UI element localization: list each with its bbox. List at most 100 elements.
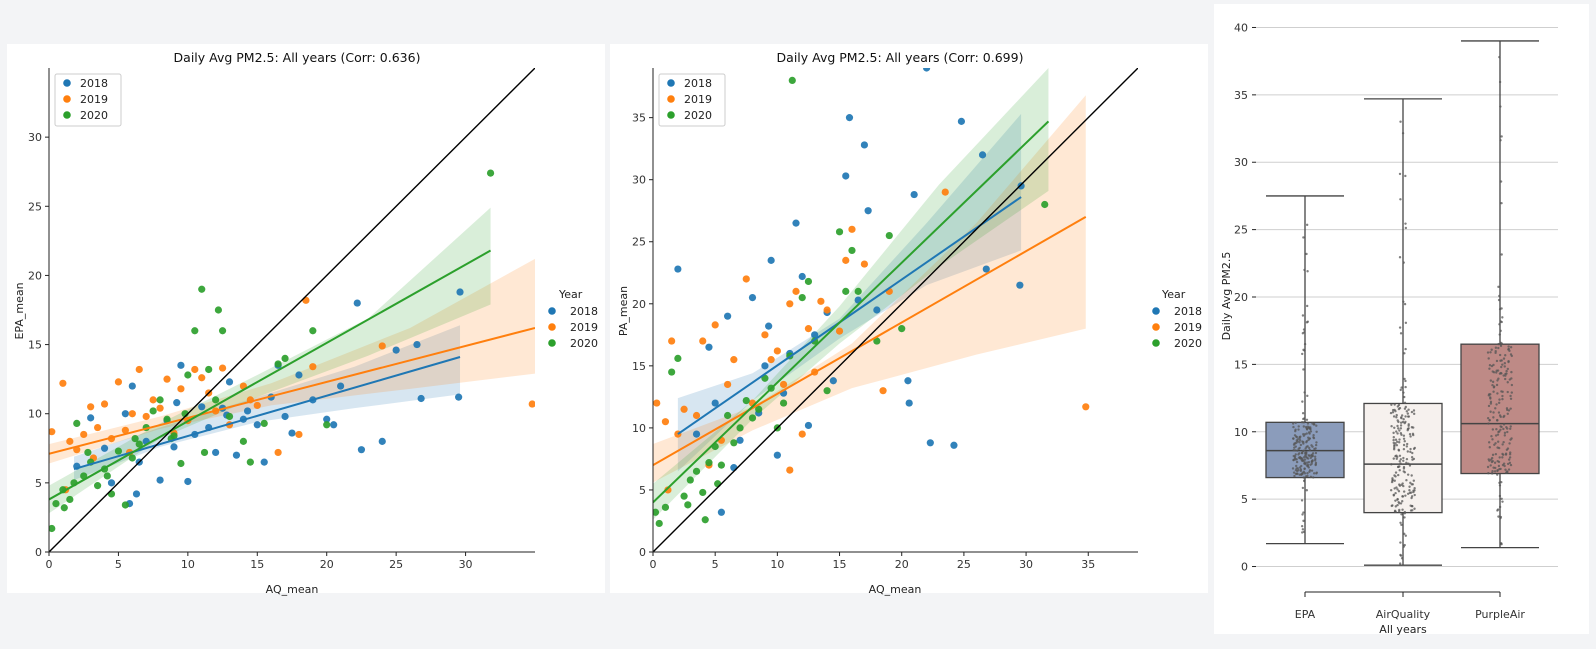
- swarm-point: [1306, 394, 1309, 398]
- swarm-point: [1402, 300, 1405, 303]
- swarm-point: [1294, 472, 1298, 476]
- swarm-point: [1292, 425, 1295, 429]
- swarm-point: [1296, 438, 1300, 441]
- legend: 2018 2019 2020: [658, 73, 726, 127]
- swarm-point: [1402, 490, 1406, 493]
- swarm-point: [1497, 460, 1501, 464]
- swarm-point: [1493, 470, 1497, 473]
- swarm-point: [1498, 481, 1501, 485]
- swarm-point: [1396, 503, 1399, 507]
- scatter-point-2020: [309, 327, 317, 335]
- swarm-point: [1505, 372, 1508, 375]
- swarm-point: [1402, 467, 1406, 470]
- swarm-point: [1502, 357, 1506, 360]
- legend-swatch-2019: [63, 95, 71, 103]
- swarm-point: [1510, 377, 1513, 380]
- scatter-point-2018: [184, 477, 192, 486]
- swarm-point: [1399, 388, 1402, 392]
- swarm-point: [1491, 428, 1495, 431]
- swarm-point: [1295, 435, 1299, 439]
- swarm-point: [1302, 519, 1305, 523]
- swarm-point: [1296, 469, 1299, 473]
- legend-box: [54, 73, 122, 127]
- scatter-point-2019: [528, 400, 535, 408]
- scatter-point-2019: [842, 256, 850, 264]
- swarm-point: [1308, 437, 1311, 440]
- swarm-point: [1502, 427, 1505, 431]
- swarm-point: [1489, 393, 1492, 396]
- swarm-point: [1313, 455, 1317, 458]
- scatter-point-2019: [761, 331, 769, 339]
- swarm-point: [1312, 423, 1316, 426]
- scatter-point-2018: [330, 421, 338, 429]
- swarm-point: [1506, 390, 1509, 394]
- swarm-point: [1405, 410, 1409, 413]
- swarm-point: [1502, 440, 1505, 444]
- swarm-point: [1315, 430, 1318, 433]
- scatter-point-2019: [59, 379, 67, 387]
- swarm-point: [1509, 463, 1513, 467]
- scatter-point-2018: [904, 377, 912, 385]
- swarm-point: [1302, 236, 1305, 239]
- scatter-point-2019: [177, 385, 185, 393]
- swarm-point: [1498, 456, 1501, 459]
- swarm-point: [1312, 436, 1316, 440]
- swarm-point: [1490, 435, 1493, 438]
- swarm-point: [1409, 447, 1412, 451]
- swarm-point: [1308, 470, 1311, 473]
- x-tick-label-airquality: AirQuality: [1376, 608, 1431, 621]
- scatter-point-2020: [94, 482, 102, 490]
- ci-band-2018: [677, 113, 1022, 472]
- swarm-point: [1489, 351, 1492, 354]
- scatter-point-2020: [184, 371, 192, 379]
- x-axis-label: AQ_mean: [266, 583, 319, 596]
- scatter-point-2020: [680, 492, 688, 500]
- scatter-point-2018: [156, 476, 164, 484]
- swarm-point: [1300, 452, 1304, 455]
- swarm-point: [1399, 432, 1403, 435]
- scatter-point-2018: [792, 219, 800, 227]
- swarm-point: [1498, 353, 1502, 357]
- swarm-point: [1306, 474, 1309, 478]
- swarm-point: [1298, 435, 1301, 439]
- swarm-point: [1488, 367, 1491, 370]
- hue-label-2020: 2020: [570, 337, 598, 350]
- swarm-point: [1303, 391, 1306, 394]
- swarm-point: [1298, 473, 1301, 476]
- swarm-point: [1410, 505, 1414, 508]
- swarm-point: [1492, 416, 1495, 419]
- swarm-point: [1500, 390, 1503, 393]
- swarm-point: [1510, 370, 1513, 374]
- regression-line-2019: [49, 327, 535, 455]
- swarm-point: [1409, 509, 1413, 512]
- swarm-point: [1303, 479, 1306, 482]
- scatter-point-2018: [811, 331, 819, 339]
- swarm-point: [1300, 499, 1304, 502]
- swarm-point: [1305, 489, 1309, 492]
- swarm-point: [1497, 346, 1500, 350]
- swarm-point: [1501, 394, 1504, 398]
- scatter-point-2018: [132, 490, 141, 498]
- regression-line-2020: [49, 249, 492, 501]
- chart-title: Daily Avg PM2.5: All years (Corr: 0.699): [777, 50, 1024, 65]
- swarm-point: [1487, 357, 1490, 360]
- swarm-point: [1298, 441, 1301, 444]
- swarm-point: [1403, 440, 1406, 443]
- plot-inner: [653, 68, 1138, 552]
- swarm-point: [1405, 461, 1408, 465]
- swarm-point: [1499, 139, 1502, 142]
- swarm-point: [1299, 468, 1303, 471]
- swarm-point: [1497, 515, 1500, 518]
- swarm-point: [1491, 438, 1494, 441]
- scatter-point-2020: [191, 327, 199, 335]
- scatter-point-2020: [842, 287, 850, 295]
- y-tick-label: 20: [1234, 291, 1248, 304]
- swarm-point: [1400, 414, 1404, 417]
- swarm-point: [1306, 457, 1310, 460]
- swarm-point: [1413, 487, 1416, 490]
- legend-label-2018: 2018: [684, 77, 712, 90]
- swarm-point: [1404, 347, 1407, 351]
- swarm-point: [1306, 445, 1309, 448]
- scatter-point-2019: [49, 428, 56, 436]
- swarm-point: [1412, 479, 1416, 482]
